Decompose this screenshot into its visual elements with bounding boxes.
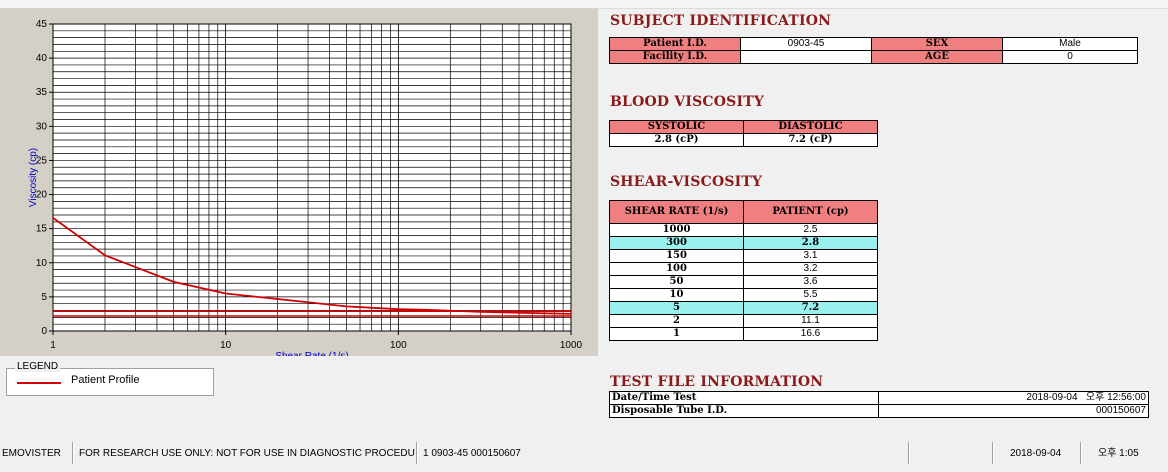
- patient-cp-cell: 3.2: [743, 262, 878, 276]
- shear-rate-cell: 2: [609, 314, 744, 328]
- patient-cp-cell: 5.5: [743, 288, 878, 302]
- status-divider: [1080, 442, 1082, 464]
- data-point: [345, 305, 348, 308]
- legend-swatch-patient-profile: [17, 382, 61, 384]
- data-point: [427, 309, 430, 311]
- status-time: 오후 1:05: [1098, 448, 1139, 459]
- shear-rate-cell: 100: [609, 262, 744, 276]
- subject-identification-title: SUBJECT IDENTIFICATION: [610, 13, 832, 29]
- data-point: [570, 313, 572, 315]
- status-app-name: EMOVISTER: [2, 448, 61, 459]
- y-tick-label: 0: [41, 326, 47, 337]
- patient-id-value: 0903-45: [740, 37, 872, 51]
- shear-viscosity-row: 100 3.2: [609, 262, 878, 276]
- subject-table: Patient I.D. 0903-45 SEX Male Facility I…: [609, 37, 1138, 64]
- data-point: [479, 311, 482, 313]
- shear-rate-header: SHEAR RATE (1/s): [609, 200, 744, 224]
- data-point: [104, 254, 106, 257]
- blood-viscosity-table: SYSTOLIC DIASTOLIC 2.8 (cP) 7.2 (cP): [609, 120, 878, 147]
- tube-id-label: Disposable Tube I.D.: [609, 404, 879, 418]
- y-tick-label: 10: [36, 258, 48, 269]
- shear-viscosity-row: 10 5.5: [609, 288, 878, 302]
- systolic-label: SYSTOLIC: [609, 120, 744, 134]
- y-tick-label: 35: [36, 87, 48, 98]
- legend-title: LEGEND: [15, 361, 61, 372]
- shear-viscosity-rows: 1000 2.5 300 2.8 150 3.1 100 3.2 50 3.6 10 5.5 5 7.2 2…: [609, 223, 878, 341]
- shear-rate-cell: 300: [609, 236, 744, 250]
- legend-label-patient-profile: Patient Profile: [71, 374, 140, 386]
- shear-viscosity-row: 50 3.6: [609, 275, 878, 289]
- y-axis-title: Viscosity (cp): [28, 148, 39, 207]
- shear-rate-cell: 50: [609, 275, 744, 289]
- y-tick-label: 45: [36, 19, 48, 30]
- age-value: 0: [1002, 50, 1138, 64]
- shear-viscosity-row: 5 7.2: [609, 301, 878, 315]
- data-point: [224, 292, 227, 295]
- shear-viscosity-table: SHEAR RATE (1/s) PATIENT (cp) 1000 2.5 300…: [609, 200, 878, 341]
- x-tick-label: 1000: [560, 340, 583, 351]
- status-notice: FOR RESEARCH USE ONLY: NOT FOR USE IN DI…: [79, 448, 415, 459]
- data-point: [397, 308, 400, 310]
- patient-cp-cell: 7.2: [743, 301, 878, 315]
- shear-viscosity-row: 300 2.8: [609, 236, 878, 250]
- shear-rate-cell: 5: [609, 301, 744, 315]
- status-divider: [992, 442, 994, 464]
- status-record: 1 0903-45 000150607: [423, 448, 521, 459]
- shear-rate-cell: 10: [609, 288, 744, 302]
- y-tick-label: 15: [36, 224, 48, 235]
- y-tick-label: 5: [41, 292, 47, 303]
- diastolic-label: DIASTOLIC: [743, 120, 878, 134]
- shear-viscosity-row: 1 16.6: [609, 327, 878, 341]
- patient-cp-cell: 16.6: [743, 327, 878, 341]
- age-label: AGE: [871, 50, 1003, 64]
- shear-viscosity-row: 150 3.1: [609, 249, 878, 263]
- status-bar: EMOVISTER FOR RESEARCH USE ONLY: NOT FOR…: [0, 440, 1168, 472]
- x-tick-label: 100: [390, 340, 407, 351]
- shear-rate-cell: 150: [609, 249, 744, 263]
- datetime-value: 2018-09-04 오후 12:56:00: [878, 391, 1149, 405]
- facility-id-label: Facility I.D.: [609, 50, 741, 64]
- sex-value: Male: [1002, 37, 1138, 51]
- y-tick-label: 20: [36, 190, 48, 201]
- y-tick-label: 30: [36, 121, 48, 132]
- patient-cp-cell: 2.8: [743, 236, 878, 250]
- shear-viscosity-title: SHEAR-VISCOSITY: [610, 174, 763, 190]
- patient-cp-cell: 3.1: [743, 249, 878, 263]
- plot-border: [52, 23, 572, 332]
- datetime-label: Date/Time Test: [609, 391, 879, 405]
- patient-id-label: Patient I.D.: [609, 37, 741, 51]
- x-tick-label: 1: [50, 340, 56, 351]
- systolic-value: 2.8 (cP): [609, 133, 744, 147]
- y-tick-label: 25: [36, 155, 48, 166]
- diastolic-value: 7.2 (cP): [743, 133, 878, 147]
- shear-viscosity-row: 1000 2.5: [609, 223, 878, 237]
- status-divider: [416, 442, 418, 464]
- tube-id-value: 000150607: [878, 404, 1149, 418]
- status-divider: [72, 442, 74, 464]
- legend-box: LEGEND Patient Profile: [6, 361, 214, 396]
- x-tick-label: 10: [220, 340, 232, 351]
- data-point: [172, 281, 175, 283]
- x-axis-title: Shear Rate (1/s): [275, 351, 348, 356]
- shear-rate-cell: 1000: [609, 223, 744, 237]
- status-divider: [908, 442, 910, 464]
- patient-cp-cell: 11.1: [743, 314, 878, 328]
- status-date: 2018-09-04: [1010, 448, 1062, 459]
- viscosity-chart: 0 5 10 15 20 25 30 35 40 45 1 10 100 1000 Shear Rate (…: [28, 19, 583, 356]
- y-tick-label: 40: [36, 53, 48, 64]
- patient-cp-cell: 2.5: [743, 223, 878, 237]
- shear-viscosity-row: 2 11.1: [609, 314, 878, 328]
- facility-id-value: [740, 50, 872, 64]
- sex-label: SEX: [871, 37, 1003, 51]
- blood-viscosity-title: BLOOD VISCOSITY: [610, 94, 765, 110]
- data-point: [52, 216, 54, 219]
- viscosity-chart-panel: 0 5 10 15 20 25 30 35 40 45 1 10 100 1000 Shear Rate (…: [0, 8, 598, 356]
- test-file-table: Date/Time Test 2018-09-04 오후 12:56:00 Di…: [609, 391, 1149, 418]
- patient-cp-cell: 3.6: [743, 275, 878, 289]
- test-file-information-title: TEST FILE INFORMATION: [610, 374, 824, 390]
- patient-cp-header: PATIENT (cp): [743, 200, 878, 224]
- plot-area: [53, 24, 571, 331]
- shear-rate-cell: 1: [609, 327, 744, 341]
